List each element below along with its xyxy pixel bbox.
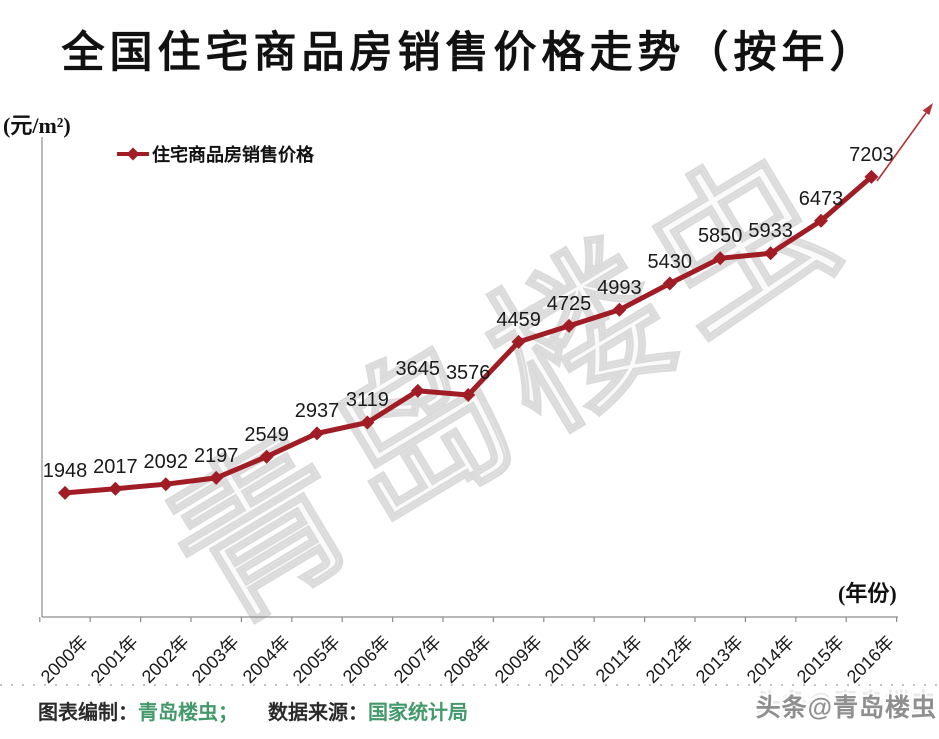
bottom-separator xyxy=(0,684,939,686)
price-series xyxy=(58,169,879,500)
chart-title: 全国住宅商品房销售价格走势（按年） xyxy=(61,30,878,77)
y-axis-unit-label: (元/m²) xyxy=(3,113,71,138)
source-label: 数据来源： xyxy=(268,702,368,724)
legend-line-diamond-icon xyxy=(117,147,149,161)
data-point-marker xyxy=(461,387,476,402)
price-trend-line xyxy=(64,175,874,496)
data-point-marker xyxy=(209,470,224,485)
data-point-marker xyxy=(259,449,274,464)
credits-footer: 图表编制：青岛楼虫； 数据来源：国家统计局 xyxy=(38,696,468,725)
data-point-marker xyxy=(814,213,828,228)
x-axis-ticks xyxy=(39,617,898,622)
x-axis-unit-label: (年份) xyxy=(838,581,897,606)
trend-arrow-line xyxy=(876,112,927,182)
data-point-marker xyxy=(662,276,677,291)
data-point-marker xyxy=(310,426,324,441)
data-point-marker xyxy=(713,251,728,266)
data-point-marker xyxy=(108,481,123,496)
made-by-label: 图表编制： xyxy=(38,702,138,724)
data-point-marker xyxy=(158,477,173,492)
corner-watermark: 头条@青岛楼虫 xyxy=(755,694,937,722)
data-point-marker xyxy=(410,383,425,398)
data-point-marker xyxy=(864,169,879,184)
made-by-value: 青岛楼虫； xyxy=(138,702,238,724)
data-point-marker xyxy=(612,302,627,317)
source-value: 国家统计局 xyxy=(368,702,468,724)
legend-series-label: 住宅商品房销售价格 xyxy=(152,145,314,165)
data-point-marker xyxy=(58,485,72,500)
data-point-marker xyxy=(360,415,375,430)
data-point-marker xyxy=(763,246,778,261)
data-point-marker xyxy=(562,318,576,333)
chart-legend: 住宅商品房销售价格 xyxy=(116,141,314,167)
trend-arrow-head xyxy=(922,103,933,116)
data-point-marker xyxy=(511,334,526,349)
trend-arrow xyxy=(876,103,933,182)
